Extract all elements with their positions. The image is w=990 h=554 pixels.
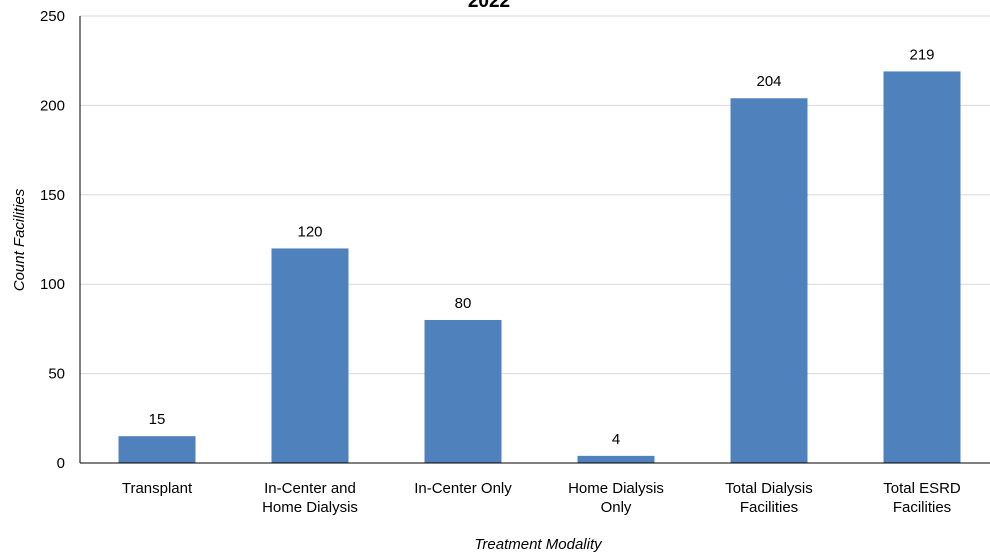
- x-category-label: Transplant: [122, 480, 193, 497]
- x-category-label: Total Dialysis Facilities: [725, 480, 813, 516]
- x-category-label-line: Home Dialysis: [568, 480, 664, 497]
- y-tick-label: 150: [40, 187, 65, 204]
- y-tick-label: 50: [48, 366, 65, 383]
- bar: [424, 319, 502, 463]
- bar: [883, 71, 961, 463]
- bar: [577, 455, 655, 463]
- data-label: 120: [297, 223, 322, 240]
- data-label: 204: [756, 73, 781, 90]
- y-axis-title: Count Facilities: [11, 188, 28, 291]
- x-category-label-line: Facilities: [740, 499, 798, 516]
- x-category-label-line: Facilities: [893, 499, 951, 516]
- data-label: 219: [909, 46, 934, 63]
- bar: [271, 248, 349, 463]
- x-axis-title: Treatment Modality: [474, 536, 603, 553]
- x-category-label-line: Transplant: [122, 480, 193, 497]
- y-axis-tick-labels: 0 50 100 150 200 250: [40, 8, 65, 472]
- y-tick-label: 0: [57, 455, 65, 472]
- data-label: 15: [149, 411, 166, 428]
- chart-title: 2022: [468, 0, 510, 12]
- x-category-label: In-Center and Home Dialysis: [262, 480, 358, 516]
- y-tick-label: 100: [40, 276, 65, 293]
- data-label: 80: [455, 295, 472, 312]
- x-category-label: In-Center Only: [414, 480, 512, 497]
- y-tick-label: 250: [40, 8, 65, 25]
- x-category-label-line: Total ESRD: [883, 480, 961, 497]
- x-category-label-line: Only: [601, 499, 632, 516]
- bars: [118, 71, 961, 464]
- x-category-label-line: Total Dialysis: [725, 480, 813, 497]
- gridlines: [80, 15, 990, 375]
- x-category-label-line: Home Dialysis: [262, 499, 358, 516]
- y-tick-label: 200: [40, 97, 65, 114]
- x-axis-category-labels: Transplant In-Center and Home DialysisIn-C…: [122, 480, 961, 516]
- x-category-label-line: In-Center and: [264, 480, 356, 497]
- data-labels: 15 120 80 4 204 219: [149, 46, 935, 447]
- bar: [730, 98, 808, 464]
- x-category-label-line: In-Center Only: [414, 480, 512, 497]
- x-category-label: Home Dialysis Only: [568, 480, 664, 516]
- data-label: 4: [612, 431, 620, 448]
- bar: [118, 436, 196, 463]
- x-category-label: Total ESRD Facilities: [883, 480, 961, 516]
